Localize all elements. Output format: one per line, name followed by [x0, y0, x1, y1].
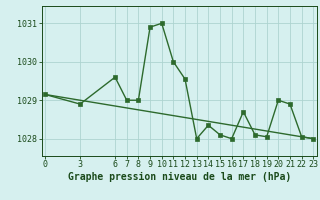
- X-axis label: Graphe pression niveau de la mer (hPa): Graphe pression niveau de la mer (hPa): [68, 172, 291, 182]
